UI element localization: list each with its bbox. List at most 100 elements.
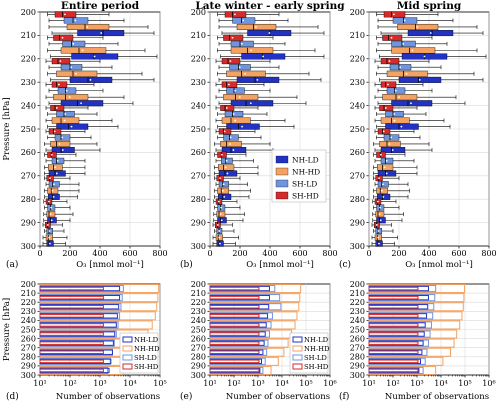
y-tick-label: 210: [191, 31, 206, 40]
box-mean-marker: [390, 36, 393, 39]
legend-swatch: [292, 345, 303, 352]
box-mean-marker: [255, 26, 257, 28]
box-nh-ld: [60, 100, 104, 107]
x-tick-label: 0: [207, 249, 212, 258]
bar-sh-hd: [39, 332, 104, 336]
bar-sh-hd: [209, 295, 260, 300]
box-mean-marker: [379, 219, 382, 222]
x-tick-label: 400: [92, 249, 107, 258]
x-tick-label: 800: [322, 249, 337, 258]
panel-label: (a): [6, 259, 18, 270]
panel-label: (f): [339, 391, 349, 402]
y-tick-label: 220: [191, 298, 206, 307]
y-tick-label: 240: [350, 101, 365, 110]
box-mean-marker: [429, 32, 432, 34]
y-tick-label: 300: [191, 371, 206, 380]
x-axis-label: O₃ [nmol mol⁻¹]: [76, 260, 144, 270]
box-mean-marker: [219, 177, 221, 180]
box-mean-marker: [80, 102, 82, 105]
bar-sh-hd: [209, 359, 260, 364]
legend-label: NH-HD: [292, 168, 320, 177]
box-mean-marker: [241, 125, 244, 128]
box-mean-marker: [229, 136, 232, 139]
y-tick-label: 280: [350, 353, 365, 362]
box-mean-marker: [46, 224, 49, 226]
box-mean-marker: [375, 224, 378, 226]
box-mean-marker: [50, 153, 53, 156]
panel-label: (d): [6, 391, 19, 402]
box-nh-hd: [60, 47, 107, 54]
box-mean-marker: [68, 96, 71, 99]
y-tick-label: 210: [350, 289, 365, 298]
bar-sh-hd: [209, 332, 260, 336]
box-mean-marker: [262, 55, 264, 58]
y-axis-label: Pressure [hPa]: [2, 97, 12, 160]
y-tick-label: 260: [191, 148, 206, 157]
legend-label: SH-LD: [134, 354, 157, 362]
y-tick-label: 270: [350, 172, 365, 181]
y-tick-label: 260: [350, 148, 365, 157]
legend-swatch: [292, 363, 303, 370]
x-tick-label: 600: [122, 249, 137, 258]
box-mean-marker: [65, 89, 68, 92]
legend-swatch: [292, 336, 303, 343]
box-mean-marker: [52, 195, 55, 198]
box-mean-marker: [423, 55, 426, 58]
bar-sh-hd: [209, 368, 260, 373]
box-mean-marker: [223, 130, 226, 133]
y-tick-label: 200: [21, 8, 36, 17]
box-mean-marker: [53, 130, 56, 133]
y-tick-label: 290: [21, 362, 36, 371]
y-tick-label: 270: [21, 172, 36, 181]
box-mean-marker: [249, 102, 252, 105]
bar-sh-hd: [39, 359, 104, 364]
x-tick-label: 10²: [386, 379, 399, 388]
box-mean-marker: [53, 183, 55, 186]
bar-sh-hd: [368, 286, 419, 291]
box-mean-marker: [229, 60, 232, 63]
y-tick-label: 220: [350, 55, 365, 64]
y-tick-label: 280: [21, 195, 36, 204]
bar-sh-hd: [39, 323, 104, 327]
y-tick-label: 260: [21, 334, 36, 343]
x-tick-label: 600: [292, 249, 307, 258]
bar-sh-hd: [209, 341, 260, 345]
box-nh-hd: [53, 94, 89, 101]
y-tick-label: 230: [191, 307, 206, 316]
box-mean-marker: [383, 166, 386, 169]
x-tick-label: 800: [152, 249, 167, 258]
box-mean-marker: [218, 230, 221, 232]
box-mean-marker: [403, 19, 406, 22]
legend-label: SH-LD: [304, 354, 327, 362]
legend-swatch: [275, 179, 289, 188]
panels: 200210220230240250260270280290300Pressur…: [2, 0, 497, 402]
panel-a: 200 210 220 230 240 250 260 270 280 290 300 Pressur…: [2, 0, 168, 270]
box-mean-marker: [72, 42, 75, 45]
legend-label: NH-LD: [134, 336, 159, 344]
box-mean-marker: [219, 213, 222, 216]
y-tick-label: 220: [21, 55, 36, 64]
box-mean-marker: [390, 136, 393, 139]
box-mean-marker: [49, 177, 51, 180]
panel-title: Entire period: [61, 0, 140, 12]
box-mean-marker: [393, 113, 396, 115]
legend-box: [289, 332, 329, 374]
bar-sh-hd: [209, 323, 260, 327]
box-mean-marker: [378, 177, 380, 180]
legend-label: SH-LD: [292, 180, 317, 189]
x-tick-label: 10⁴: [123, 379, 136, 388]
bar-sh-hd: [368, 323, 419, 327]
x-tick-label: 10¹: [33, 379, 46, 388]
y-tick-label: 250: [191, 325, 206, 334]
legend-label: NH-HD: [304, 345, 330, 353]
y-tick-label: 240: [191, 316, 206, 325]
legend-label: NH-LD: [292, 156, 319, 165]
panel-title: Mid spring: [397, 0, 462, 12]
legend-swatch: [292, 354, 303, 361]
box-mean-marker: [382, 195, 385, 198]
legend-swatch: [122, 363, 133, 370]
box-mean-marker: [394, 89, 397, 92]
box-mean-marker: [89, 78, 92, 81]
